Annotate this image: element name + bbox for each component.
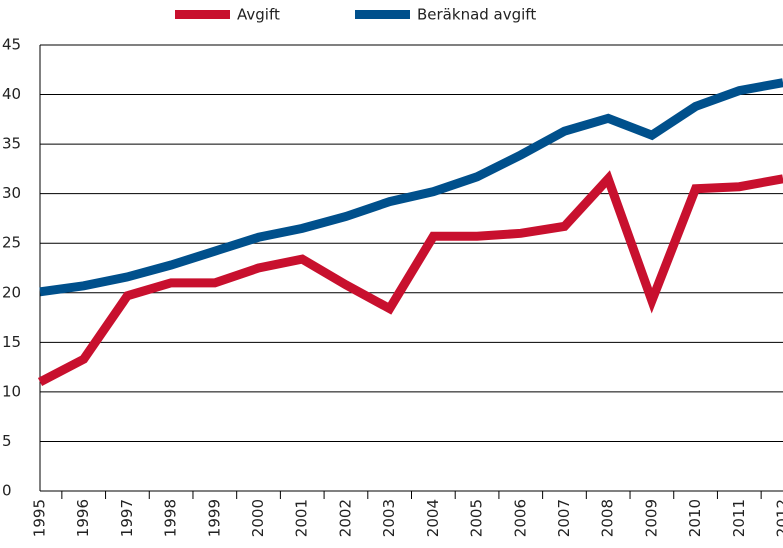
x-tick-label: 2001 (293, 499, 311, 537)
x-tick-label: 1996 (74, 499, 92, 537)
x-tick-label: 2007 (555, 499, 573, 537)
y-tick-label: 30 (2, 184, 21, 202)
y-tick-label: 25 (2, 234, 21, 252)
y-tick-label: 10 (2, 382, 21, 400)
x-tick-label: 2012 (774, 499, 783, 537)
series-line (39, 78, 783, 297)
y-tick-label: 5 (2, 432, 12, 450)
x-tick-label: 2002 (336, 499, 354, 537)
x-tick-label: 2003 (380, 499, 398, 537)
x-tick-label: 2004 (424, 499, 442, 537)
x-tick-label: 2011 (730, 499, 748, 537)
y-tick-label: 15 (2, 333, 21, 351)
legend-swatch (175, 10, 230, 19)
x-tick-label: 2005 (468, 499, 486, 537)
x-tick-label: 1995 (31, 499, 49, 537)
legend-label: Beräknad avgift (417, 6, 536, 24)
x-tick-label: 2006 (511, 499, 529, 537)
x-tick-label: 2008 (599, 499, 617, 537)
x-tick-label: 2009 (642, 499, 660, 537)
legend-label: Avgift (237, 6, 280, 24)
x-tick-label: 2010 (686, 499, 704, 537)
series-line (37, 170, 783, 386)
x-tick-label: 1999 (205, 499, 223, 537)
y-tick-label: 40 (2, 85, 21, 103)
x-tick-label: 1998 (162, 499, 180, 537)
y-tick-label: 20 (2, 283, 21, 301)
y-tick-label: 35 (2, 135, 21, 153)
y-tick-label: 0 (2, 482, 12, 500)
x-tick-label: 2000 (249, 499, 267, 537)
y-tick-label: 45 (2, 36, 21, 54)
legend-swatch (355, 10, 410, 19)
x-tick-label: 1997 (118, 499, 136, 537)
